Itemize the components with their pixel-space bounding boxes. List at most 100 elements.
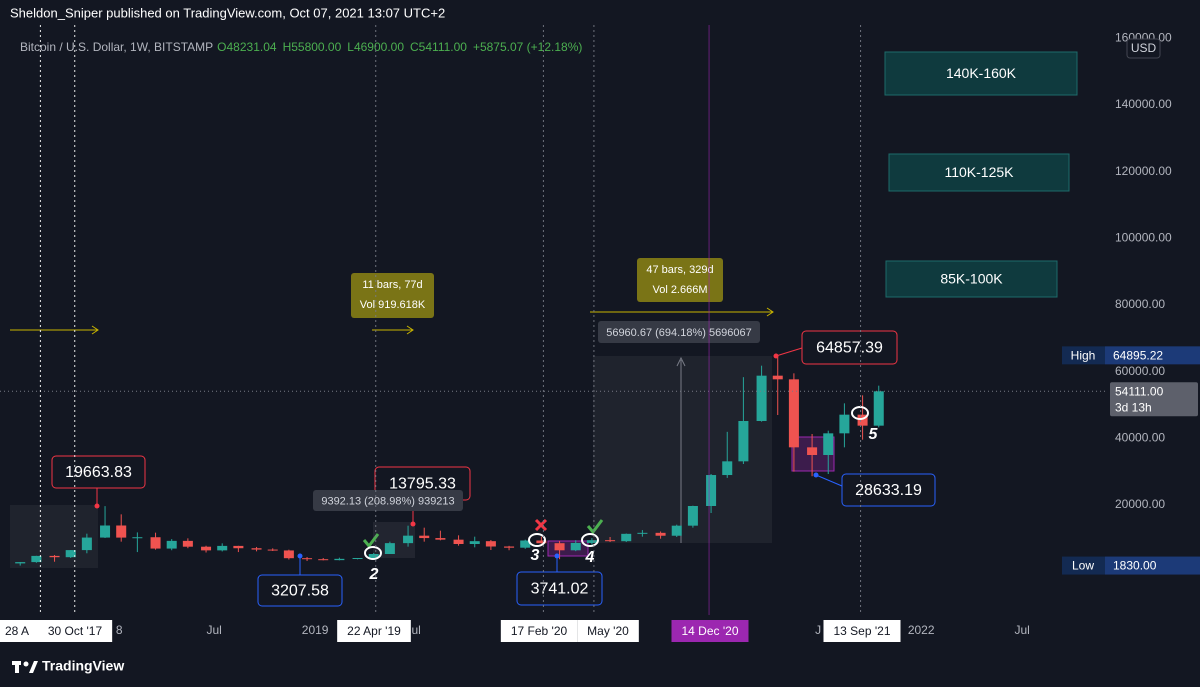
candle-body: [217, 545, 228, 551]
circle-mark: [528, 533, 546, 547]
badge-value: 1830.00: [1113, 559, 1157, 573]
price-label-box: [257, 574, 343, 607]
x-tick-label: 2019: [302, 623, 329, 637]
candle-body: [485, 541, 496, 547]
x-tick-label: J: [815, 623, 821, 637]
target-box: [888, 153, 1070, 192]
badge-name: High: [1071, 349, 1096, 363]
candle-body: [352, 558, 363, 559]
candle-body: [570, 542, 581, 551]
price-label: 64857.39: [816, 340, 883, 357]
price-label: 19663.83: [65, 464, 132, 481]
candle-body: [233, 545, 244, 549]
quote-value: O48231.04: [217, 40, 277, 54]
cross-mark: [534, 518, 548, 532]
y-tick-label: 20000.00: [1115, 497, 1165, 511]
candle-body: [857, 414, 868, 426]
candle-body: [100, 525, 111, 538]
price-label: 13795.33: [389, 476, 456, 493]
x-tick-label: 8: [116, 623, 123, 637]
date-marker-label: 14 Dec '20: [682, 624, 739, 638]
price-label-box: [51, 455, 146, 489]
candle-body: [637, 532, 648, 534]
range-stats-label: 47 bars, 329d: [646, 264, 713, 276]
candle-body: [368, 554, 379, 558]
badge-value-box: [1105, 346, 1200, 365]
check-mark: [586, 519, 604, 535]
candle-body: [788, 379, 799, 448]
range-stats-box: [637, 258, 723, 302]
candle-body: [49, 555, 60, 558]
date-marker-box: [823, 620, 901, 642]
date-marker-label: 22 Apr '19: [347, 624, 401, 638]
price-label-box: [801, 330, 898, 365]
date-marker-label: 13 Sep '21: [833, 624, 890, 638]
range-stats-label: Vol 2.666M: [652, 284, 707, 296]
candle-body: [384, 543, 395, 554]
candle-body: [807, 447, 818, 455]
target-label: 110K-125K: [944, 164, 1014, 180]
target-label: 140K-160K: [946, 65, 1017, 81]
candle-body: [201, 546, 212, 551]
candle-body: [722, 461, 733, 476]
wave-label: 4: [585, 549, 595, 566]
arrows: [10, 307, 774, 335]
measure-label: 9392.13 (208.98%) 939213: [321, 495, 454, 507]
target-box: [885, 260, 1058, 298]
quote-value: +5875.07 (+12.18%): [473, 40, 582, 54]
candle-body: [334, 558, 345, 561]
y-tick-label: 60000.00: [1115, 364, 1165, 378]
x-tick-label: Jul: [1015, 623, 1030, 637]
candle-body: [706, 475, 717, 506]
countdown: 3d 13h: [1115, 400, 1152, 414]
date-marker-box: [337, 620, 411, 642]
candle-body: [536, 540, 547, 544]
circle-mark: [364, 546, 382, 560]
candle-body: [738, 421, 749, 462]
quote-value: L46900.00: [347, 40, 404, 54]
date-marker-label: 17 Feb '20: [511, 624, 568, 638]
date-marker-label: May '20: [587, 624, 629, 638]
candle-body: [687, 506, 698, 526]
candle-body: [302, 558, 313, 560]
symbol-title: Bitcoin / U.S. Dollar, 1W, BITSTAMP: [20, 40, 213, 54]
price-label: 28633.19: [855, 482, 922, 499]
y-tick-label: 100000.00: [1115, 231, 1172, 245]
candle-body: [772, 375, 783, 380]
date-marker-label: 30 Oct '17: [48, 624, 103, 638]
candle-body: [586, 540, 597, 543]
candle-body: [621, 533, 632, 542]
badge-name-box: [1062, 556, 1105, 575]
wave-label: 3: [531, 547, 540, 564]
candle-body: [283, 550, 294, 559]
annotations: [94, 347, 869, 575]
candle-body: [823, 433, 834, 455]
candle-body: [453, 539, 464, 544]
badge-value: 64895.22: [1113, 349, 1163, 363]
x-tick-label: 2022: [908, 623, 935, 637]
candle-body: [504, 546, 515, 548]
x-tick-label: ul: [411, 623, 420, 637]
candle-body: [116, 525, 127, 538]
y-tick-label: 80000.00: [1115, 297, 1165, 311]
price-label-box: [516, 571, 603, 606]
candle-body: [469, 541, 480, 544]
date-marker-box: [37, 620, 113, 642]
measure-box: [313, 490, 463, 511]
last-price-box: [1110, 382, 1198, 417]
date-marker-box: [671, 620, 749, 642]
currency-label: USD: [1131, 41, 1157, 55]
date-marker-box: [577, 620, 639, 642]
date-marker-box: [500, 620, 578, 642]
y-tick-label: 120000.00: [1115, 164, 1172, 178]
candle-body: [15, 562, 26, 564]
measure-label: 56960.67 (694.18%) 5696067: [606, 327, 752, 339]
range-stats-label: 11 bars, 77d: [362, 279, 422, 291]
circle-mark: [581, 533, 599, 547]
candle-body: [671, 525, 682, 536]
candle-body: [839, 414, 850, 434]
target-box: [884, 51, 1078, 96]
candle-body: [435, 538, 446, 540]
